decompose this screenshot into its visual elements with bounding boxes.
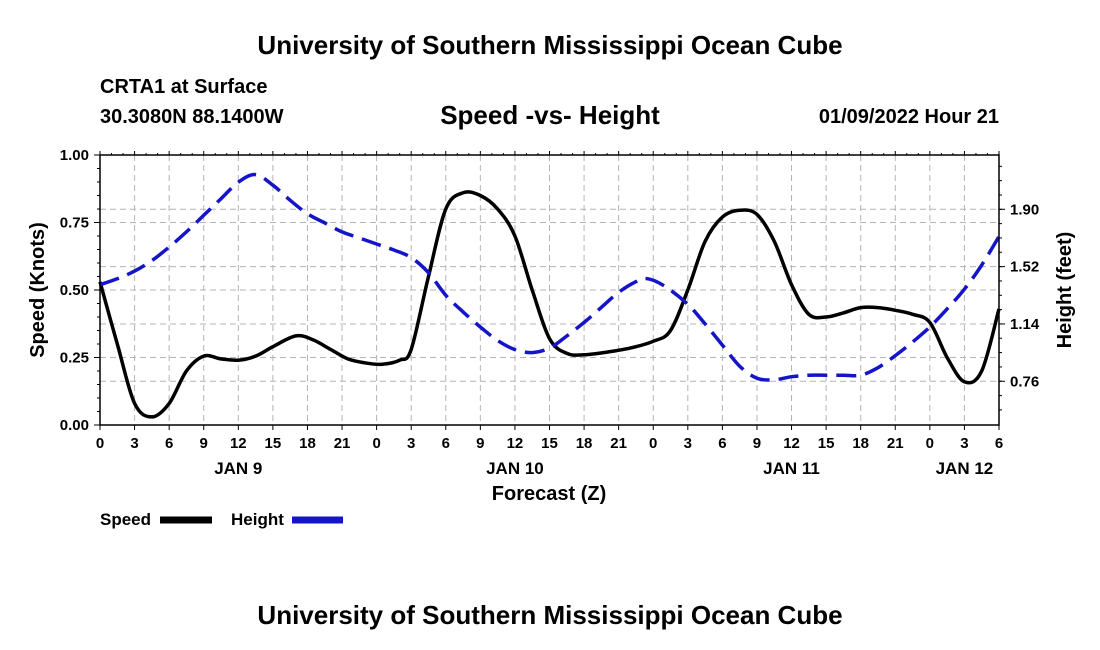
x-tick-label: 21 <box>334 435 351 452</box>
axes: 0 3 6 9 12 15 18 21 0 3 6 9 12 15 18 21 0 3 6 9 12 15 18 21 0 3 6J… <box>60 147 1040 478</box>
x-tick-label: 6 <box>165 435 173 452</box>
x-tick-label: 18 <box>576 435 593 452</box>
x-tick-label: 6 <box>718 435 726 452</box>
x-tick-label: 21 <box>610 435 627 452</box>
chart-subtitle: Speed -vs- Height <box>440 100 660 130</box>
x-tick-label: 3 <box>130 435 138 452</box>
coordinates-label: 30.3080N 88.1400W <box>100 106 284 128</box>
legend-speed-label: Speed <box>100 510 151 529</box>
x-tick-label: 0 <box>649 435 657 452</box>
x-tick-label: 6 <box>442 435 450 452</box>
x-tick-label: 18 <box>299 435 316 452</box>
x-tick-label: 12 <box>507 435 524 452</box>
y-axis-right-label: Height (feet) <box>1054 232 1076 349</box>
x-tick-label: 15 <box>541 435 558 452</box>
y-right-tick-label: 1.90 <box>1010 201 1039 218</box>
y-left-tick-label: 0.00 <box>60 417 89 434</box>
x-tick-label: 12 <box>783 435 800 452</box>
x-tick-label: 18 <box>852 435 869 452</box>
forecast-datetime: 01/09/2022 Hour 21 <box>818 106 999 128</box>
series-line-height <box>99 172 1001 382</box>
series-layer <box>98 172 1001 419</box>
y-left-tick-label: 0.50 <box>60 282 89 299</box>
x-tick-label: 12 <box>230 435 247 452</box>
x-tick-label: 3 <box>407 435 415 452</box>
x-axis-label: Forecast (Z) <box>492 483 606 505</box>
legend-height-label: Height <box>231 510 284 529</box>
x-tick-label: 15 <box>265 435 282 452</box>
series-line-speed <box>98 190 1001 419</box>
legend: Speed Height <box>100 510 343 529</box>
x-tick-label: 0 <box>96 435 104 452</box>
day-label: JAN 12 <box>936 459 994 478</box>
y-right-tick-label: 0.76 <box>1010 373 1039 390</box>
day-label: JAN 10 <box>486 459 544 478</box>
x-tick-label: 9 <box>476 435 484 452</box>
footer-title: University of Southern Mississippi Ocean… <box>257 600 843 630</box>
chart-title: University of Southern Mississippi Ocean… <box>257 30 843 60</box>
station-label: CRTA1 at Surface <box>100 76 268 98</box>
x-tick-label: 3 <box>960 435 968 452</box>
x-tick-label: 3 <box>684 435 692 452</box>
day-label: JAN 9 <box>214 459 262 478</box>
y-left-tick-label: 1.00 <box>60 147 89 164</box>
x-tick-label: 0 <box>372 435 380 452</box>
y-axis-left-label: Speed (Knots) <box>27 222 49 358</box>
y-right-tick-label: 1.52 <box>1010 259 1039 276</box>
day-label: JAN 11 <box>763 459 820 478</box>
grid <box>100 155 999 425</box>
y-left-tick-label: 0.25 <box>60 350 89 367</box>
x-tick-label: 0 <box>926 435 934 452</box>
x-tick-label: 15 <box>818 435 835 452</box>
x-tick-label: 21 <box>887 435 904 452</box>
x-tick-label: 9 <box>200 435 208 452</box>
x-tick-label: 9 <box>753 435 761 452</box>
x-tick-label: 6 <box>995 435 1003 452</box>
y-left-tick-label: 0.75 <box>60 215 89 232</box>
y-right-tick-label: 1.14 <box>1010 316 1040 333</box>
